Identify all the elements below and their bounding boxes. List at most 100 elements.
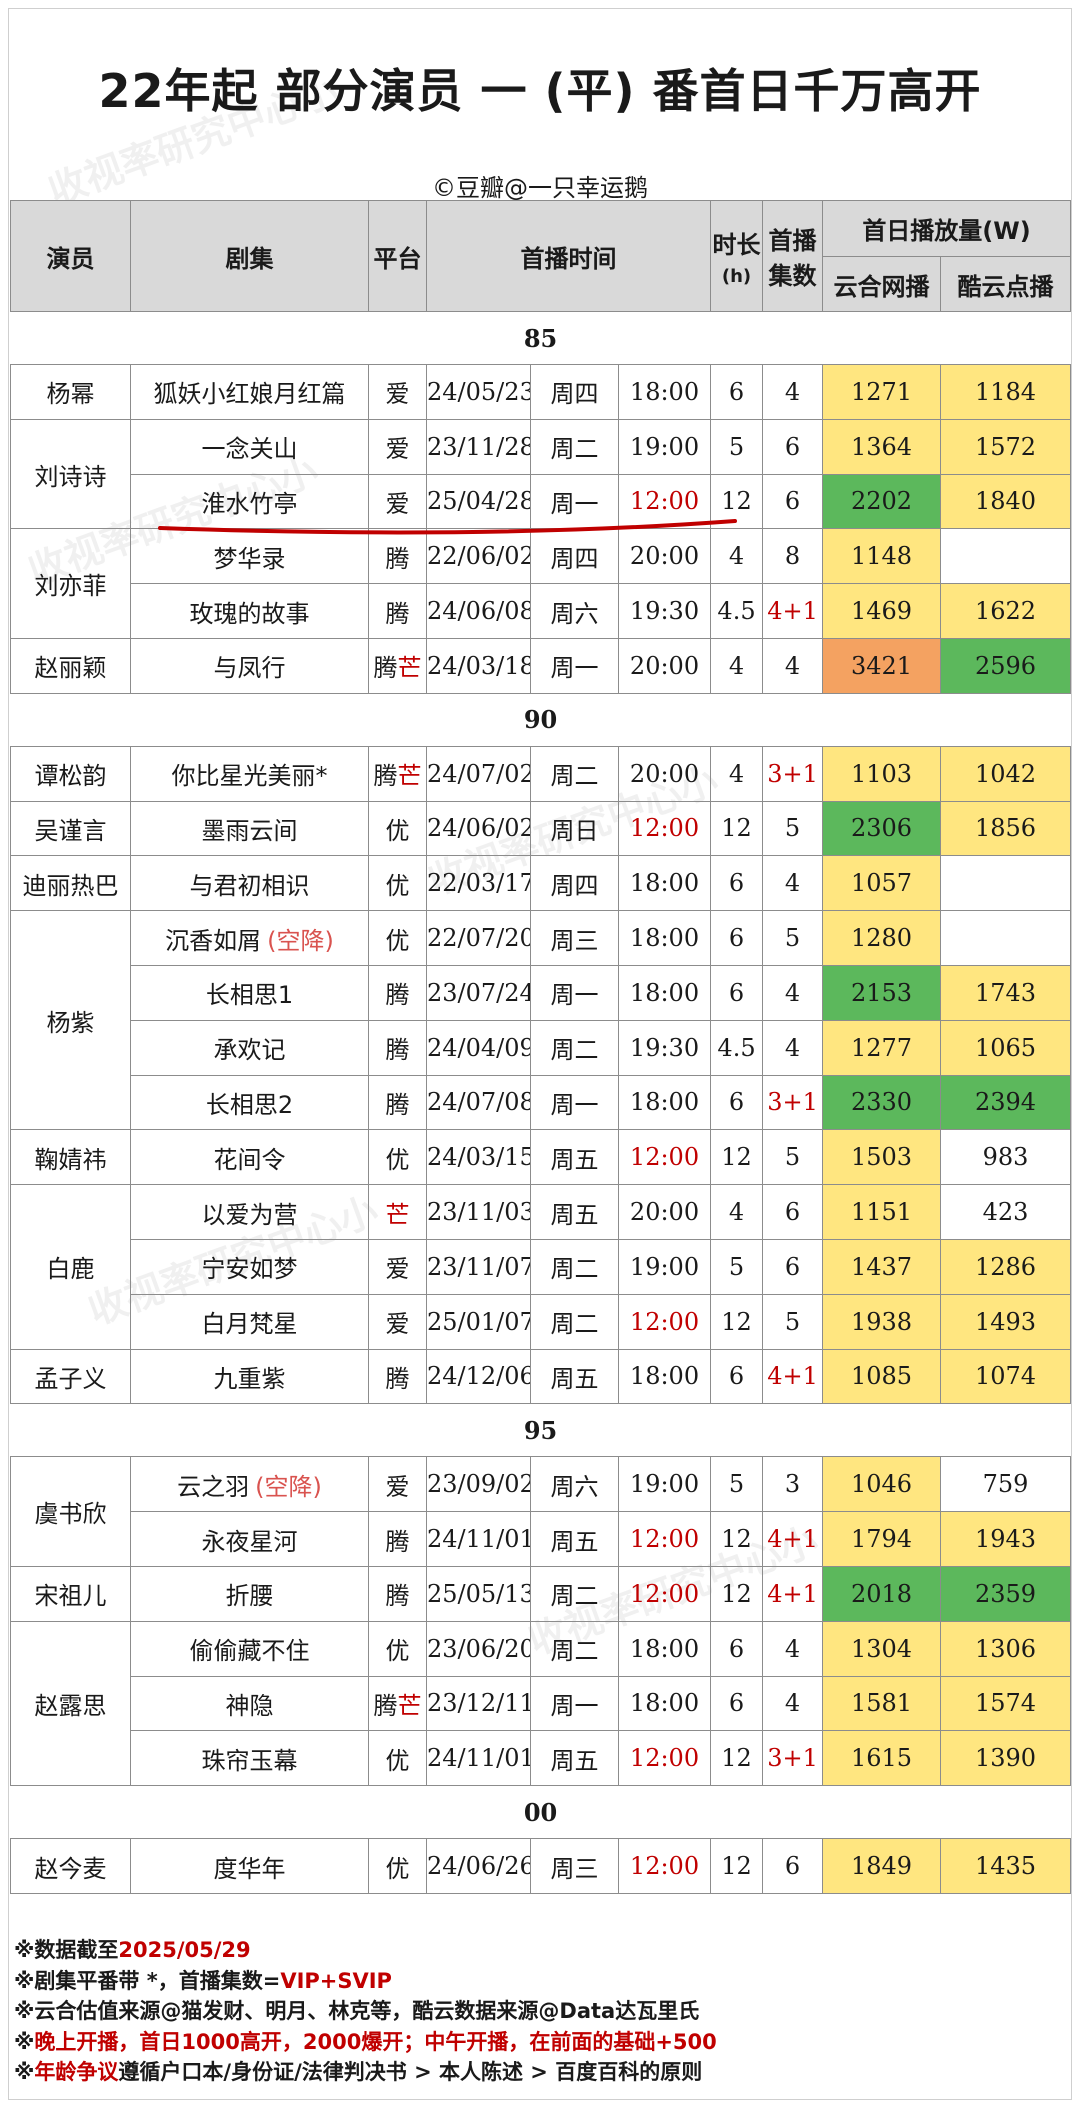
platform-name: 腾 bbox=[385, 544, 410, 573]
platform-name: 优 bbox=[385, 1746, 410, 1775]
drama-cell: 九重紫 bbox=[130, 1348, 369, 1405]
premiere-weekday: 周五 bbox=[530, 1129, 619, 1186]
premiere-time: 19:30 bbox=[617, 583, 712, 639]
footnote-text: ※数据截至 bbox=[14, 1938, 119, 1962]
table-row: 孟子义 九重紫腾 24/12/06 周五 18:00 6 4+1 1085 1074 bbox=[10, 1348, 1072, 1405]
drama-cell: 珠帘玉幕 bbox=[130, 1730, 369, 1787]
duration-cell: 12 bbox=[710, 1293, 764, 1350]
premiere-date: 24/06/08 bbox=[426, 583, 531, 639]
premiere-weekday: 周二 bbox=[530, 418, 619, 475]
platform-name: 爱 bbox=[385, 489, 410, 518]
yunhe-value: 1271 bbox=[822, 364, 942, 420]
premiere-date: 24/11/01 bbox=[426, 1730, 531, 1787]
premiere-date: 22/03/17 bbox=[426, 855, 531, 912]
premiere-time: 12:00 bbox=[617, 1838, 712, 1894]
drama-name: 一念关山 bbox=[201, 435, 298, 464]
group-row: 95 bbox=[10, 1403, 1071, 1458]
premiere-weekday: 周二 bbox=[530, 1565, 619, 1622]
drama-cell: 一念关山 bbox=[130, 418, 369, 475]
platform-cell: 爱 bbox=[368, 418, 427, 475]
drama-cell: 你比星光美丽* bbox=[130, 745, 369, 802]
drama-name: 云之羽 bbox=[177, 1472, 250, 1501]
kuyun-value: 1435 bbox=[940, 1838, 1072, 1894]
table-row: 永夜星河腾 24/11/01 周五 12:00 12 4+1 1794 1943 bbox=[11, 1511, 1072, 1567]
duration-cell: 5 bbox=[710, 418, 764, 475]
group-label: 95 bbox=[10, 1403, 1071, 1458]
yunhe-value: 1849 bbox=[822, 1838, 942, 1894]
yunhe-value: 1151 bbox=[822, 1184, 942, 1240]
drama-name: 长相思2 bbox=[205, 1090, 294, 1119]
duration-cell: 12 bbox=[710, 1838, 764, 1894]
premiere-time: 18:00 bbox=[617, 364, 712, 420]
duration-cell: 12 bbox=[710, 1565, 764, 1622]
platform-cell: 优 bbox=[368, 1730, 427, 1787]
drama-note: (空降) bbox=[255, 1472, 322, 1501]
premiere-time: 20:00 bbox=[617, 528, 712, 585]
table-row: 赵露思 偷偷藏不住优 23/06/20 周二 18:00 6 4 1304 1306 bbox=[10, 1620, 1072, 1787]
kuyun-value: 1286 bbox=[940, 1238, 1072, 1295]
premiere-time: 18:00 bbox=[617, 1675, 712, 1732]
platform-cell: 优 bbox=[368, 1838, 427, 1894]
drama-cell: 与凤行 bbox=[130, 637, 369, 694]
duration-cell: 4.5 bbox=[710, 583, 764, 639]
yunhe-value: 1503 bbox=[822, 1129, 942, 1186]
platform-cell: 优 bbox=[368, 855, 427, 912]
header-drama: 剧集 bbox=[130, 200, 369, 312]
premiere-date: 24/12/06 bbox=[426, 1348, 531, 1405]
group-label: 85 bbox=[10, 311, 1071, 365]
platform-name: 腾 bbox=[385, 1090, 410, 1119]
yunhe-value: 1103 bbox=[822, 745, 942, 802]
episodes-cell: 4 bbox=[762, 1675, 824, 1732]
platform-name: 优 bbox=[385, 816, 410, 845]
duration-cell: 4 bbox=[710, 745, 764, 802]
platform-name: 爱 bbox=[385, 1310, 410, 1339]
premiere-time: 20:00 bbox=[617, 745, 712, 802]
table-row: 宁安如梦爱 23/11/07 周二 19:00 5 6 1437 1286 bbox=[11, 1238, 1072, 1295]
premiere-date: 24/05/23 bbox=[426, 364, 531, 420]
platform-name: 爱 bbox=[385, 435, 410, 464]
episodes-cell: 6 bbox=[762, 1838, 824, 1894]
duration-cell: 6 bbox=[710, 1074, 764, 1131]
header-first-day: 首日播放量(W) bbox=[822, 200, 1072, 257]
episodes-cell: 3+1 bbox=[762, 745, 824, 802]
table-row: 刘亦菲 梦华录腾 22/06/02 周四 20:00 4 8 1148 bbox=[10, 528, 1072, 639]
footnote-text: ※ bbox=[14, 2029, 35, 2054]
episodes-cell: 3+1 bbox=[762, 1074, 824, 1131]
drama-name: 度华年 bbox=[213, 1854, 286, 1883]
premiere-weekday: 周二 bbox=[530, 1238, 619, 1295]
yunhe-value: 1304 bbox=[822, 1620, 942, 1677]
page-frame bbox=[8, 8, 1072, 2100]
platform-name: 优 bbox=[385, 1145, 410, 1174]
table-row: 玫瑰的故事 腾 24/06/08 周六 19:30 4.5 4+1 1469 1622 bbox=[11, 583, 1072, 639]
premiere-weekday: 周五 bbox=[530, 1348, 619, 1405]
actor-cell: 鞠婧祎 bbox=[10, 1129, 131, 1186]
table-row: 刘诗诗 一念关山爱 23/11/28 周二 19:00 5 6 1364 1572 bbox=[10, 418, 1072, 530]
kuyun-value: 983 bbox=[940, 1129, 1072, 1186]
table-row: 迪丽热巴 与君初相识 优 22/03/17 周四 18:00 6 4 1057 bbox=[10, 855, 1072, 912]
footnote-text: ※ bbox=[14, 2060, 35, 2084]
premiere-date: 22/06/02 bbox=[426, 528, 531, 585]
header-yunhe: 云合网播 bbox=[822, 256, 942, 312]
footnotes: ※数据截至2025/05/29 ※剧集平番带 *，首播集数=VIP+SVIP ※云合… bbox=[14, 1935, 1064, 2088]
episodes-cell: 4 bbox=[762, 1620, 824, 1677]
table-row: 长相思2 腾 24/07/08 周一 18:00 6 3+1 2330 2394 bbox=[11, 1074, 1072, 1131]
footnote-text: 遵循户口本/身份证/法律判决书 > 本人陈述 > 百度百科的原则 bbox=[118, 2060, 703, 2084]
episodes-cell: 6 bbox=[762, 473, 824, 530]
drama-name: 九重紫 bbox=[213, 1364, 286, 1393]
platform-name: 腾 bbox=[373, 762, 398, 791]
drama-name: 折腰 bbox=[225, 1582, 274, 1611]
actor-cell: 刘亦菲 bbox=[10, 528, 131, 639]
premiere-weekday: 周三 bbox=[530, 1838, 619, 1894]
drama-cell: 玫瑰的故事 bbox=[130, 583, 369, 639]
platform-name: 爱 bbox=[385, 1255, 410, 1284]
actor-cell: 白鹿 bbox=[10, 1184, 131, 1350]
yunhe-value: 2306 bbox=[822, 800, 942, 857]
kuyun-value bbox=[940, 910, 1072, 966]
kuyun-value: 2359 bbox=[940, 1565, 1072, 1622]
premiere-time: 12:00 bbox=[617, 473, 712, 530]
red-underline-stroke bbox=[158, 519, 737, 535]
platform-name: 腾 bbox=[385, 599, 410, 628]
duration-cell: 6 bbox=[710, 855, 764, 912]
platform-name: 腾 bbox=[385, 1364, 410, 1393]
